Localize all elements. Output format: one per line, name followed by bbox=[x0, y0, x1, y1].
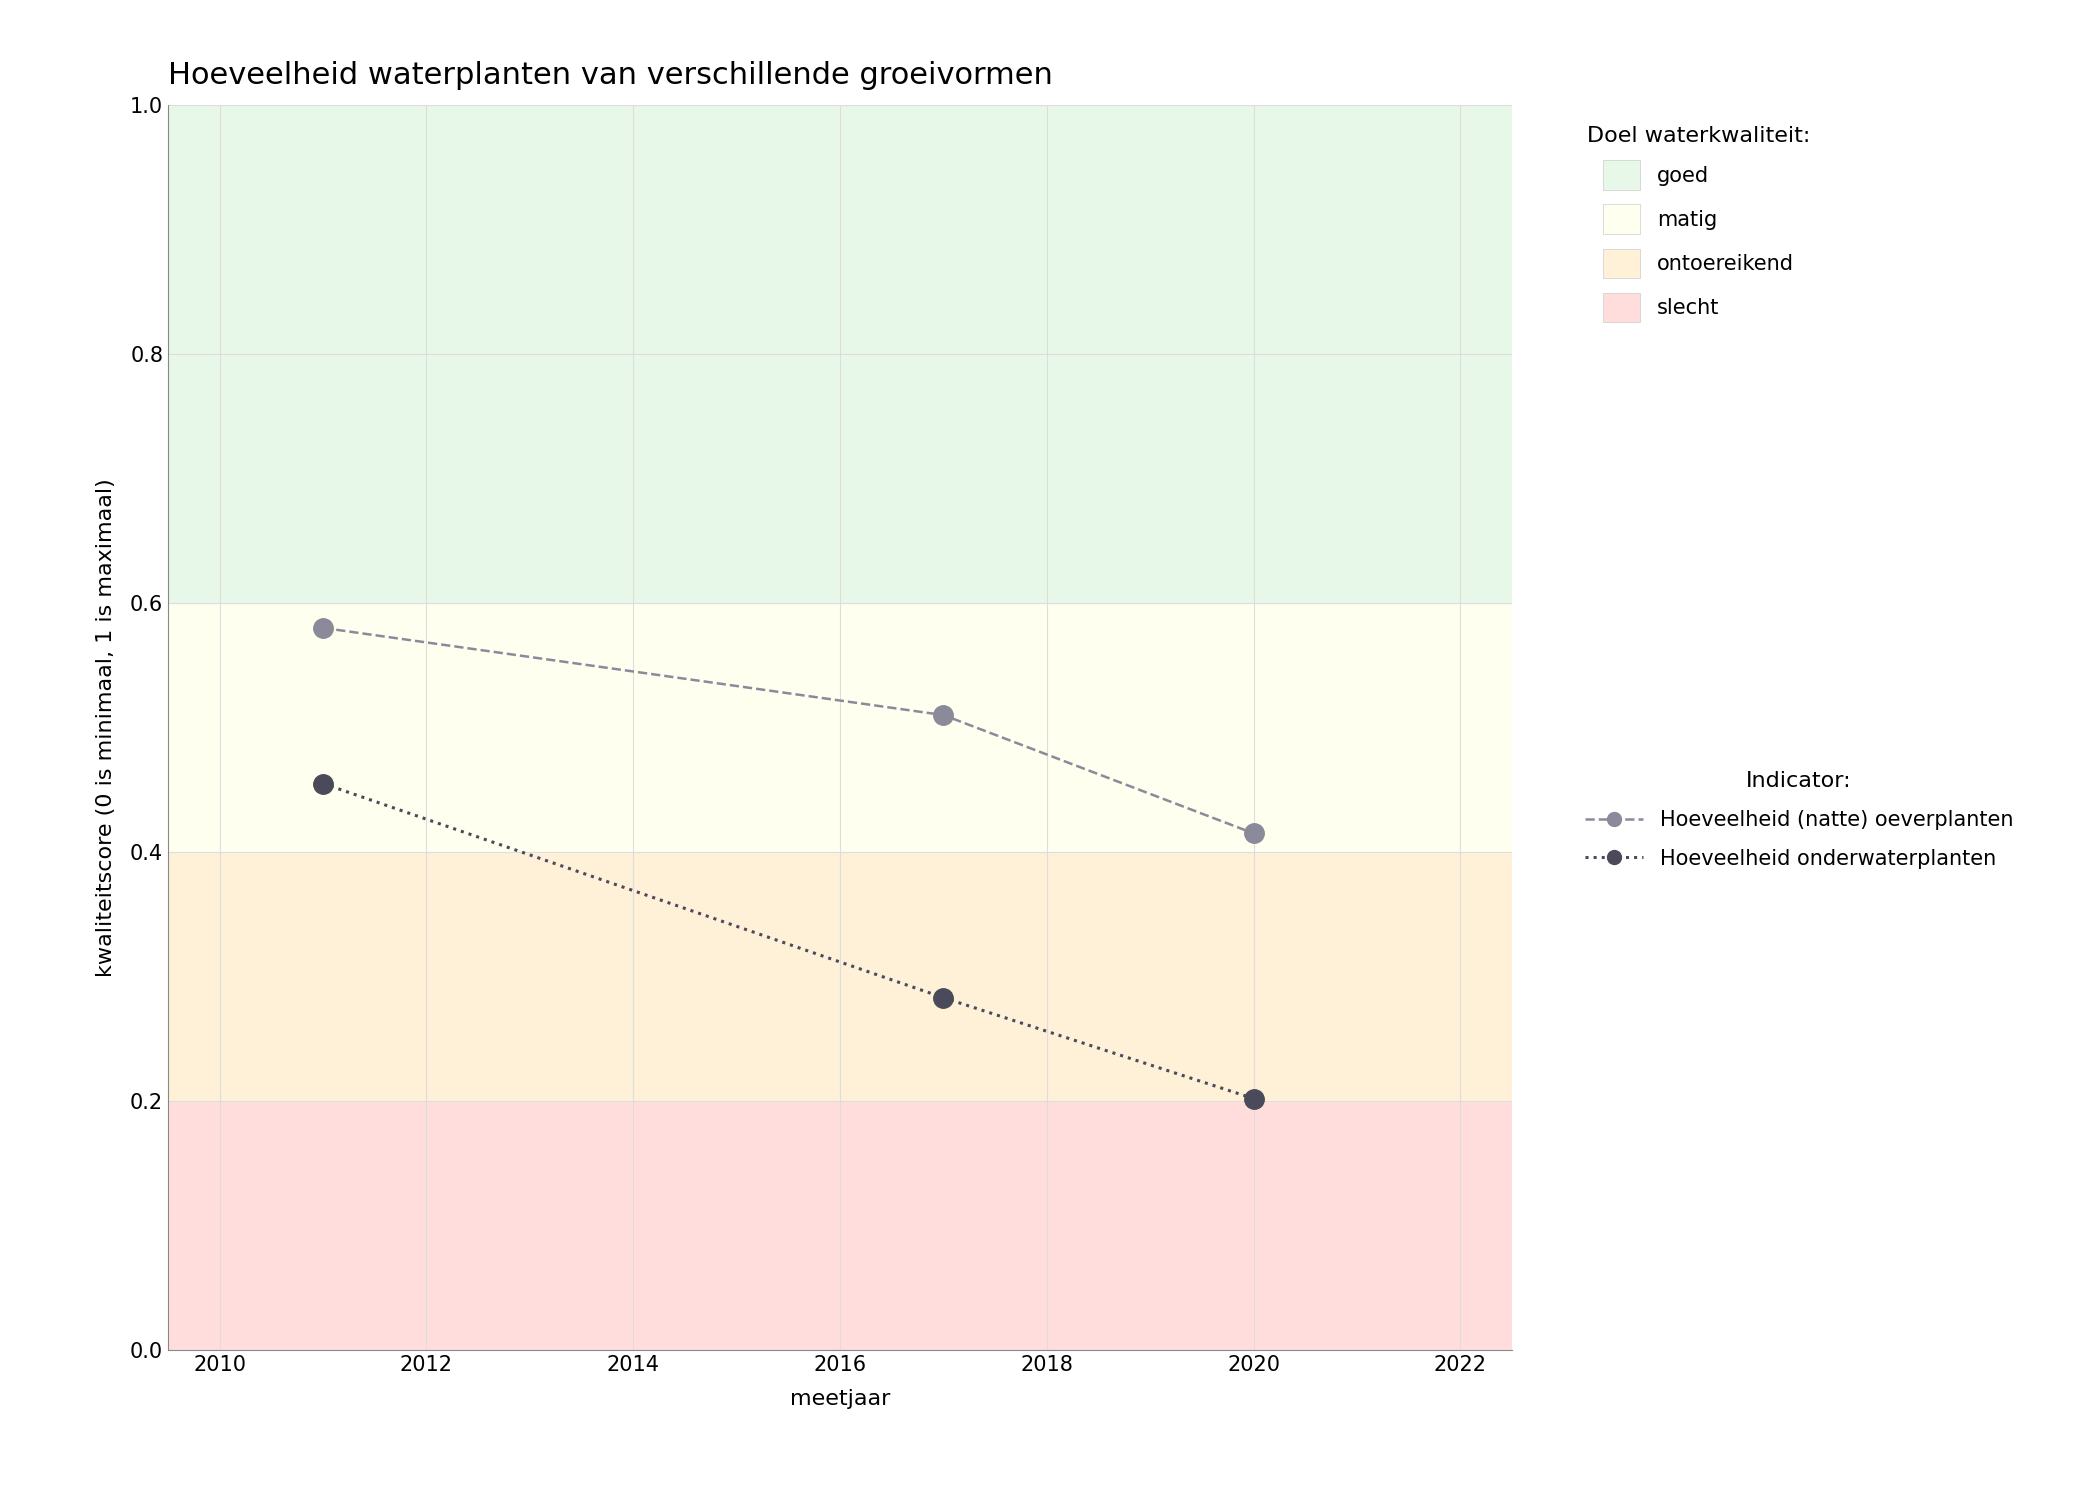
Bar bbox=[168, 105, 1512, 603]
Text: Hoeveelheid waterplanten van verschillende groeivormen: Hoeveelheid waterplanten van verschillen… bbox=[168, 62, 1052, 90]
Y-axis label: kwaliteitscore (0 is minimaal, 1 is maximaal): kwaliteitscore (0 is minimaal, 1 is maxi… bbox=[97, 478, 116, 976]
Bar bbox=[168, 852, 1512, 1101]
Bar bbox=[168, 1101, 1512, 1350]
Legend: Hoeveelheid (natte) oeverplanten, Hoeveelheid onderwaterplanten: Hoeveelheid (natte) oeverplanten, Hoevee… bbox=[1577, 764, 2022, 877]
X-axis label: meetjaar: meetjaar bbox=[790, 1389, 890, 1408]
Bar bbox=[168, 603, 1512, 852]
